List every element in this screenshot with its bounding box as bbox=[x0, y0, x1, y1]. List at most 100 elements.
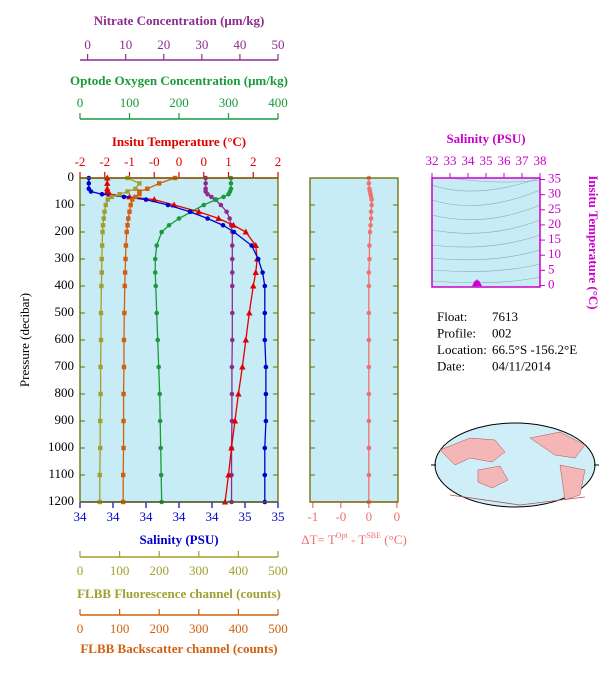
data-point bbox=[262, 283, 268, 289]
y-tick-label: 700 bbox=[55, 358, 75, 373]
data-point bbox=[201, 202, 207, 208]
data-point bbox=[176, 216, 182, 221]
data-point bbox=[121, 364, 127, 370]
data-point bbox=[154, 310, 160, 316]
x-tick-label: 500 bbox=[268, 563, 288, 578]
y-tick-label: 15 bbox=[548, 231, 561, 246]
data-point bbox=[221, 194, 226, 200]
y-axis-label: Insitu Temperature (°C) bbox=[586, 175, 601, 309]
x-tick-label: -1 bbox=[124, 154, 135, 169]
data-point bbox=[226, 191, 231, 197]
data-point bbox=[98, 337, 104, 343]
data-point bbox=[145, 186, 150, 191]
info-value: 7613 bbox=[492, 309, 518, 324]
x-tick-label: -0 bbox=[149, 154, 160, 169]
data-point bbox=[187, 209, 193, 215]
x-tick-label: 35 bbox=[239, 509, 252, 524]
x-tick-label: 300 bbox=[219, 95, 239, 110]
data-point bbox=[100, 223, 106, 228]
x-axis-label-part: Opt bbox=[336, 531, 349, 540]
y-tick-label: 0 bbox=[548, 276, 555, 291]
x-tick-label: 20 bbox=[157, 37, 170, 52]
data-point bbox=[260, 270, 265, 275]
data-point bbox=[100, 229, 105, 235]
info-label: Profile: bbox=[437, 325, 476, 340]
y-tick-label: 25 bbox=[548, 201, 561, 216]
data-point bbox=[230, 221, 237, 228]
chart-title: Salinity (PSU) bbox=[446, 131, 525, 146]
data-point bbox=[369, 197, 374, 202]
data-point bbox=[143, 197, 149, 202]
data-point bbox=[250, 282, 257, 289]
data-point bbox=[122, 270, 128, 275]
data-point bbox=[98, 391, 103, 397]
x-tick-label: 2 bbox=[275, 154, 282, 169]
data-point bbox=[230, 310, 235, 316]
data-point bbox=[249, 243, 254, 248]
data-point bbox=[224, 209, 229, 215]
data-point bbox=[123, 243, 129, 248]
y-tick-label: 200 bbox=[55, 223, 75, 238]
data-point bbox=[152, 270, 158, 275]
data-point bbox=[229, 364, 235, 370]
data-point bbox=[366, 364, 372, 370]
x-tick-label: 30 bbox=[195, 37, 208, 52]
data-point bbox=[103, 202, 108, 208]
y-tick-label: 5 bbox=[548, 261, 555, 276]
data-point bbox=[166, 222, 172, 228]
x-tick-label: 34 bbox=[74, 509, 88, 524]
data-point bbox=[137, 181, 142, 186]
info-label: Location: bbox=[437, 342, 487, 357]
y-tick-label: 100 bbox=[55, 196, 75, 211]
data-point bbox=[122, 283, 127, 289]
data-point bbox=[101, 216, 106, 221]
data-point bbox=[218, 202, 224, 208]
data-point bbox=[475, 280, 482, 287]
x-tick-label: 400 bbox=[229, 621, 249, 636]
data-point bbox=[366, 472, 372, 478]
data-point bbox=[230, 256, 235, 262]
y-tick-label: 800 bbox=[55, 385, 75, 400]
globe-map bbox=[431, 422, 599, 508]
data-point bbox=[366, 310, 372, 316]
x-tick-label: 300 bbox=[189, 563, 209, 578]
x-tick-label: 32 bbox=[426, 153, 439, 168]
data-point bbox=[88, 189, 94, 194]
data-point bbox=[154, 243, 160, 248]
data-point bbox=[246, 309, 253, 316]
data-point bbox=[367, 256, 372, 262]
x-tick-label: 200 bbox=[169, 95, 189, 110]
y-tick-label: 400 bbox=[55, 277, 75, 292]
data-point bbox=[153, 283, 159, 289]
plot-background bbox=[310, 178, 398, 502]
data-point bbox=[366, 283, 372, 289]
data-point bbox=[366, 337, 372, 343]
data-point bbox=[157, 391, 162, 397]
data-point bbox=[99, 191, 105, 197]
data-point bbox=[213, 197, 219, 202]
data-point bbox=[255, 256, 261, 262]
data-point bbox=[121, 445, 126, 451]
x-tick-label: 35 bbox=[480, 153, 493, 168]
data-point bbox=[124, 229, 129, 235]
y-tick-label: 0 bbox=[68, 169, 75, 184]
data-point bbox=[230, 270, 235, 275]
plot-frame bbox=[309, 177, 399, 503]
data-point bbox=[156, 364, 162, 370]
x-tick-label: 1 bbox=[225, 154, 232, 169]
x-tick-label: 38 bbox=[534, 153, 547, 168]
data-point bbox=[263, 391, 269, 397]
data-point bbox=[215, 215, 222, 221]
data-point bbox=[125, 189, 130, 194]
data-point bbox=[205, 191, 210, 197]
data-point bbox=[366, 418, 372, 424]
x-tick-label: 37 bbox=[516, 153, 530, 168]
data-point bbox=[220, 222, 226, 228]
data-point bbox=[242, 228, 250, 235]
data-point bbox=[158, 445, 163, 451]
data-point bbox=[366, 445, 372, 451]
data-point bbox=[231, 417, 239, 424]
data-point bbox=[366, 270, 372, 275]
info-value: 04/11/2014 bbox=[492, 358, 551, 373]
